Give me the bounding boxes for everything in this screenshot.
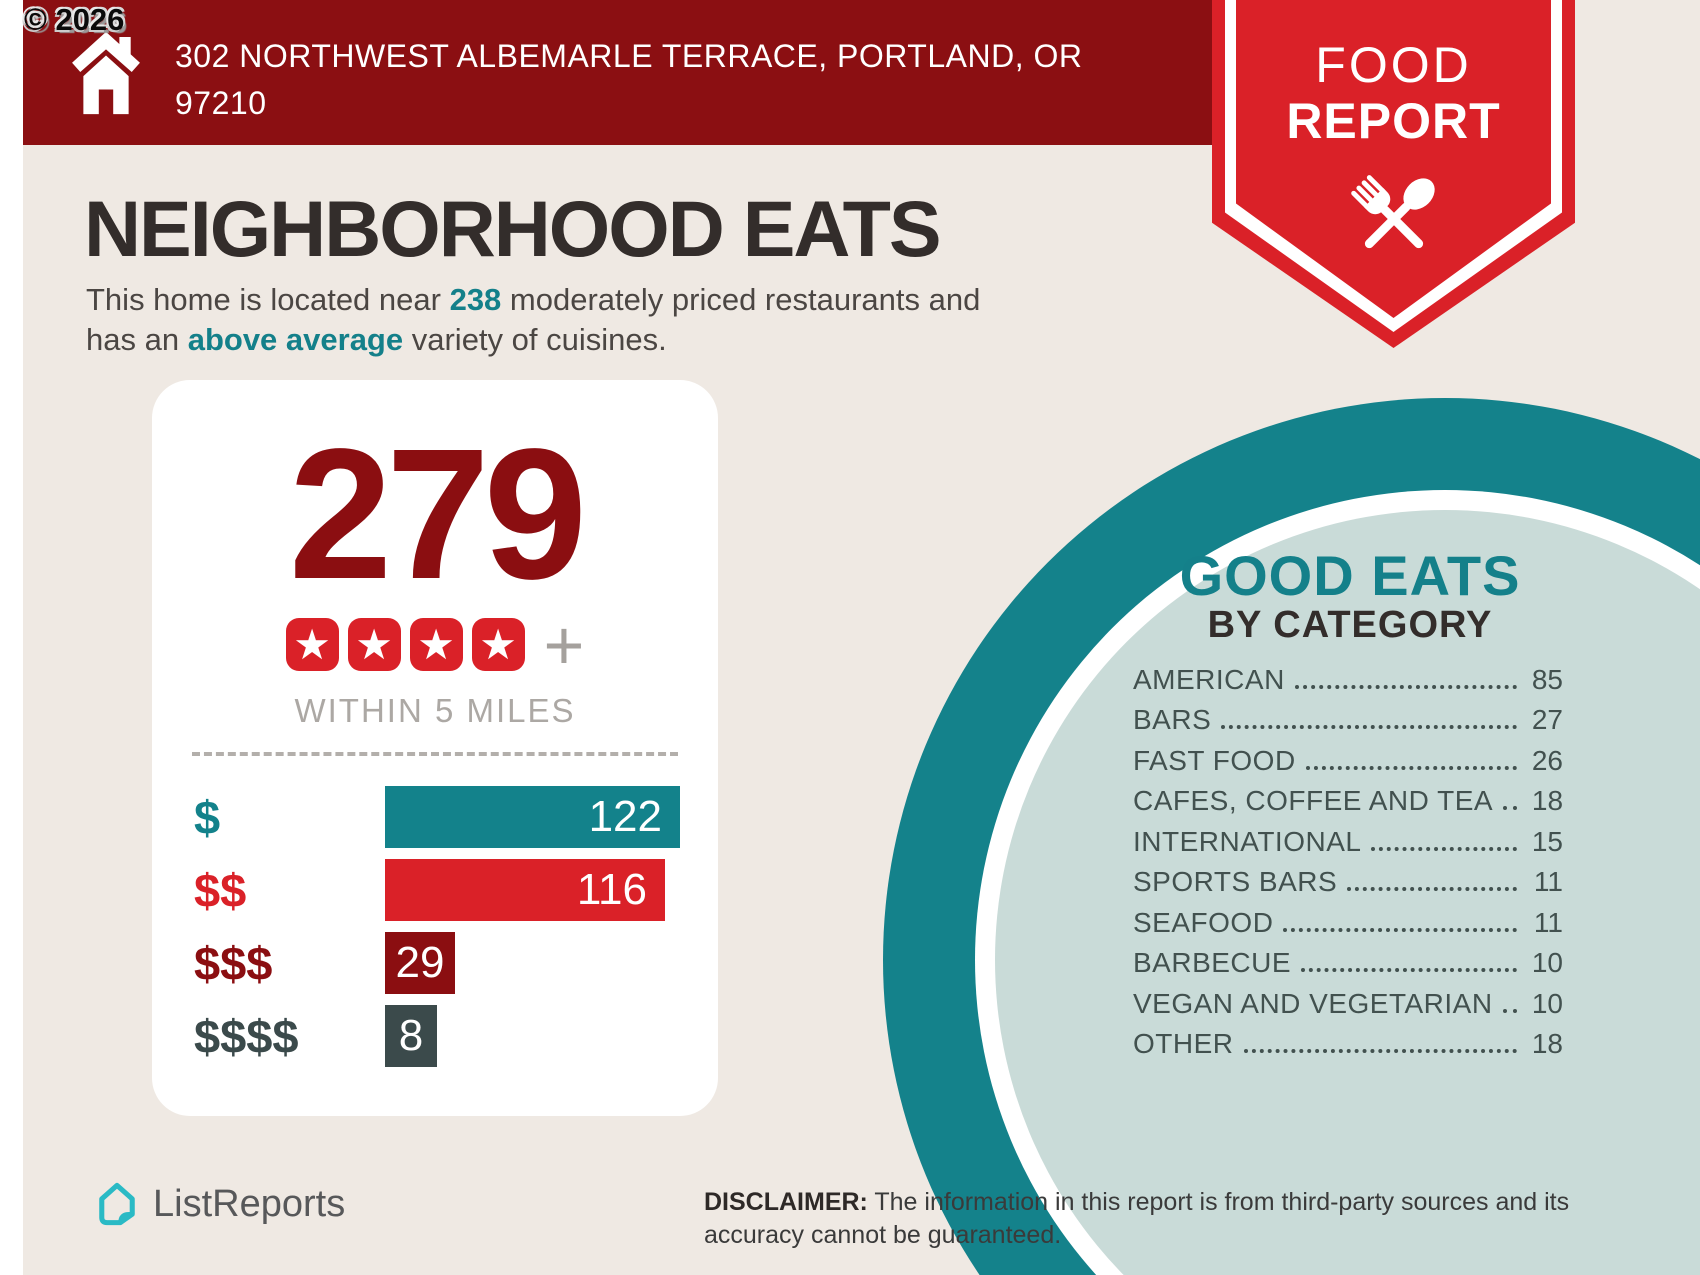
page-title: NEIGHBORHOOD EATS — [84, 184, 942, 273]
category-label: SEAFOOD — [1133, 906, 1274, 938]
dotted-leader — [1347, 887, 1517, 891]
category-value: 18 — [1531, 785, 1564, 816]
category-label: FAST FOOD — [1133, 744, 1296, 776]
dotted-leader — [1301, 968, 1517, 972]
price-bar-value: 29 — [395, 938, 445, 987]
price-bar: 122 — [385, 786, 680, 848]
price-bar: 116 — [385, 859, 665, 921]
disclaimer-label: DISCLAIMER: — [704, 1188, 868, 1216]
price-bar: 8 — [385, 1005, 437, 1067]
copyright-watermark: © 2026 — [24, 2, 125, 37]
category-row: INTERNATIONAL 15 — [1133, 817, 1563, 858]
badge-title-food: FOOD — [1315, 37, 1472, 93]
price-bar-value: 122 — [588, 792, 662, 841]
badge-title-report: REPORT — [1286, 93, 1501, 149]
star-icon: ★ — [347, 618, 401, 671]
category-row: VEGAN AND VEGETARIAN 10 — [1133, 979, 1563, 1020]
category-label: INTERNATIONAL — [1133, 825, 1362, 857]
star-icon: ★ — [471, 618, 525, 671]
star-icon: ★ — [409, 618, 463, 671]
plus-icon: + — [543, 605, 585, 684]
price-bar-row: $122 — [152, 786, 718, 848]
address-line-2: 97210 — [175, 85, 267, 121]
home-icon — [72, 31, 140, 115]
dotted-leader — [1294, 684, 1517, 689]
price-level-label: $$ — [194, 863, 247, 917]
category-row: CAFES, COFFEE AND TEA 18 — [1133, 777, 1563, 818]
category-value: 26 — [1531, 744, 1563, 776]
category-row: BARBECUE 10 — [1133, 939, 1563, 980]
category-value: 11 — [1533, 866, 1563, 897]
dotted-leader — [1305, 765, 1517, 770]
dashed-divider — [192, 752, 678, 756]
category-list: AMERICAN 85 BARS 27 FAST FOOD 26 CAFES, COFFEE… — [1133, 655, 1563, 1060]
subtitle-text: variety of cuisines. — [403, 322, 667, 357]
subtitle-text: moderately priced restaurants and — [501, 282, 981, 317]
category-row: FAST FOOD 26 — [1133, 736, 1563, 777]
category-value: 85 — [1531, 663, 1563, 695]
listreports-brand: ListReports — [95, 1180, 345, 1228]
category-row: SEAFOOD 11 — [1133, 898, 1563, 939]
disclaimer: DISCLAIMER: The information in this repo… — [704, 1186, 1664, 1252]
dotted-leader — [1221, 725, 1517, 729]
category-row: OTHER 18 — [1133, 1020, 1563, 1061]
category-label: AMERICAN — [1133, 663, 1285, 695]
restaurant-count-highlight: 238 — [449, 282, 502, 317]
category-label: SPORTS BARS — [1133, 866, 1338, 897]
price-bar-row: $$$ 29 — [152, 932, 718, 994]
category-value: 15 — [1531, 825, 1563, 857]
category-label: VEGAN AND VEGETARIAN — [1133, 987, 1493, 1019]
page-subtitle: This home is located near 238 moderately… — [86, 280, 980, 360]
total-restaurant-count: 279 — [288, 411, 587, 618]
price-level-label: $$$$ — [194, 1009, 299, 1063]
subtitle-text: has an — [86, 322, 188, 357]
above-average-highlight: above average — [187, 322, 404, 357]
category-row: BARS 27 — [1133, 696, 1563, 737]
category-value: 18 — [1531, 1028, 1563, 1059]
price-bar-row: $$ 116 — [152, 859, 718, 921]
price-bar-value: 8 — [398, 1011, 424, 1060]
crossed-spoon-fork-icon — [1350, 175, 1435, 249]
listreports-wordmark: ListReports — [153, 1182, 346, 1225]
good-eats-subtitle: BY CATEGORY — [1207, 604, 1493, 646]
price-level-bar-chart: $122 $$ 116 $$$ 29 $$$$ 8 — [152, 786, 718, 1078]
food-report-badge: FOOD REPORT — [1212, 0, 1575, 348]
price-bar: 29 — [385, 932, 455, 994]
disclaimer-line-1: The information in this report is from t… — [867, 1188, 1570, 1216]
price-bar-row: $$$$ 8 — [152, 1005, 718, 1067]
category-value: 10 — [1531, 987, 1563, 1019]
category-row: AMERICAN 85 — [1133, 655, 1563, 696]
dotted-leader — [1283, 927, 1517, 932]
restaurant-stats-card: 279 ★ ★ ★ ★ + WITHIN 5 MILES $122 $$ 116 $$$ 29 $… — [152, 380, 718, 1116]
category-label: BARBECUE — [1133, 947, 1292, 978]
dotted-leader — [1502, 1008, 1517, 1013]
dotted-leader — [1371, 846, 1517, 851]
category-label: BARS — [1133, 704, 1212, 735]
header-address-band: 302 NORTHWEST ALBEMARLE TERRACE, PORTLAN… — [23, 0, 1212, 145]
category-label: OTHER — [1133, 1028, 1234, 1059]
star-icon: ★ — [285, 618, 339, 671]
star-rating-row: ★ ★ ★ ★ + — [152, 605, 718, 684]
disclaimer-line-2: accuracy cannot be guaranteed. — [704, 1221, 1062, 1249]
category-value: 11 — [1533, 906, 1563, 938]
dotted-leader — [1503, 806, 1518, 810]
within-miles-label: WITHIN 5 MILES — [294, 692, 576, 729]
price-level-label: $ — [194, 790, 221, 844]
category-label: CAFES, COFFEE AND TEA — [1133, 785, 1494, 816]
listreports-logo-icon — [99, 1182, 135, 1226]
category-value: 27 — [1531, 704, 1563, 735]
property-address: 302 NORTHWEST ALBEMARLE TERRACE, PORTLAN… — [175, 33, 1082, 127]
category-value: 10 — [1531, 947, 1563, 978]
price-bar-value: 116 — [576, 865, 647, 914]
address-line-1: 302 NORTHWEST ALBEMARLE TERRACE, PORTLAN… — [175, 38, 1083, 74]
price-level-label: $$$ — [194, 936, 273, 990]
dotted-leader — [1243, 1049, 1517, 1053]
category-row: SPORTS BARS 11 — [1133, 858, 1563, 899]
subtitle-text: This home is located near — [86, 282, 450, 317]
good-eats-title: GOOD EATS — [1179, 544, 1521, 607]
